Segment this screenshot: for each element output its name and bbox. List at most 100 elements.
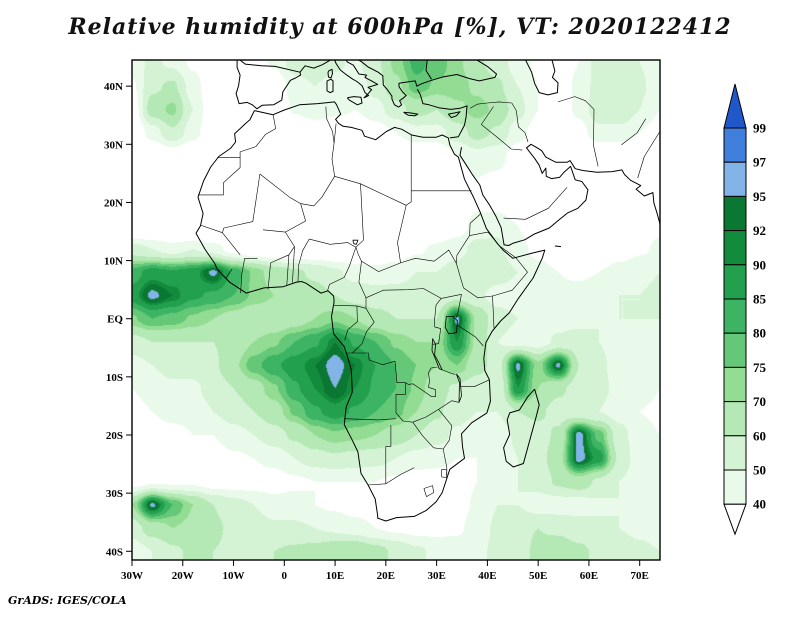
country-border <box>442 448 448 476</box>
country-border <box>285 203 306 233</box>
country-border <box>259 173 301 204</box>
lat-tick-label: 10S <box>106 372 123 384</box>
country-border <box>503 187 568 220</box>
coastline <box>447 111 461 119</box>
colorbar-band <box>723 332 747 368</box>
colorbar-label: 60 <box>753 428 766 443</box>
country-border <box>325 106 335 144</box>
country-border <box>352 308 375 354</box>
coastline <box>554 245 562 248</box>
country-border <box>385 425 392 484</box>
lon-tick-label: 10E <box>326 570 344 582</box>
lon-tick-label: 30W <box>121 570 143 582</box>
country-border <box>385 467 415 485</box>
lake-outline <box>456 373 462 403</box>
lon-tick-label: 70E <box>631 570 649 582</box>
colorbar-label: 80 <box>753 326 766 341</box>
colorbar-band <box>723 298 747 334</box>
lon-tick-label: 20E <box>377 570 395 582</box>
country-border <box>286 254 290 286</box>
country-border <box>433 447 444 450</box>
country-border <box>200 224 223 233</box>
colorbar-label: 75 <box>753 360 767 375</box>
country-border <box>365 288 442 299</box>
country-border <box>441 469 448 478</box>
country-border <box>438 409 453 450</box>
lake-outline <box>352 239 359 245</box>
country-border <box>405 366 438 397</box>
humidity-field-canvas <box>132 60 660 560</box>
country-border <box>593 109 599 167</box>
country-border <box>300 176 335 207</box>
country-border <box>355 239 364 262</box>
colorbar-label: 70 <box>753 394 766 409</box>
lat-tick-label: 30S <box>106 488 123 500</box>
lat-tick-label: 30N <box>104 139 123 151</box>
coastline <box>327 68 333 79</box>
colorbar-band <box>723 435 747 471</box>
lon-tick-label: 0 <box>282 570 288 582</box>
lat-tick-label: EQ <box>107 314 123 326</box>
coastline <box>357 60 497 108</box>
country-border <box>442 369 456 375</box>
country-border <box>240 274 242 294</box>
coastline <box>195 101 546 522</box>
country-border <box>469 101 512 109</box>
lat-tick-label: 20N <box>104 197 123 209</box>
country-border <box>557 96 595 110</box>
country-border <box>270 246 295 264</box>
country-border <box>222 173 261 233</box>
country-border <box>481 106 494 125</box>
country-border <box>360 183 364 241</box>
colorbar-label: 92 <box>753 223 766 238</box>
country-border <box>400 249 457 264</box>
lat-tick-label: 40S <box>106 546 123 558</box>
coastline <box>503 388 540 468</box>
country-border <box>395 382 413 423</box>
country-border <box>637 131 660 179</box>
colorbar-label: 90 <box>753 257 766 272</box>
country-border <box>292 246 295 283</box>
country-border <box>361 260 401 272</box>
country-border <box>456 324 484 347</box>
colorbar-band <box>723 366 747 403</box>
country-border <box>423 485 434 497</box>
country-border <box>441 294 462 299</box>
colorbar-label: 99 <box>753 121 767 136</box>
coastline <box>346 96 363 106</box>
country-border <box>344 418 397 421</box>
lat-tick-label: 40N <box>104 81 123 93</box>
coastline <box>403 111 419 117</box>
country-border <box>463 287 493 299</box>
country-border <box>262 229 295 247</box>
country-border <box>469 213 481 236</box>
lon-tick-label: 50E <box>529 570 547 582</box>
coastline <box>425 60 432 80</box>
country-border <box>241 258 258 275</box>
country-border <box>331 123 337 177</box>
country-border <box>267 262 271 290</box>
colorbar-band <box>723 264 747 300</box>
lake-outline <box>444 316 458 335</box>
country-border <box>511 102 529 143</box>
country-border <box>222 232 241 255</box>
country-border <box>358 261 367 298</box>
lat-tick-label: 20S <box>106 430 123 442</box>
country-border <box>456 235 470 264</box>
lon-tick-label: 60E <box>580 570 598 582</box>
coastline <box>524 60 559 96</box>
country-border <box>456 263 464 288</box>
coastline <box>326 78 334 94</box>
country-border <box>334 297 367 309</box>
coastline <box>416 88 468 139</box>
country-border <box>225 269 233 279</box>
geography-layer <box>195 60 660 522</box>
colorbar-band <box>723 195 747 232</box>
colorbar-band <box>723 230 747 266</box>
country-border <box>344 305 358 341</box>
country-border <box>412 400 460 423</box>
colorbar-label: 85 <box>753 292 767 307</box>
colorbar-arrow-top <box>723 83 747 129</box>
